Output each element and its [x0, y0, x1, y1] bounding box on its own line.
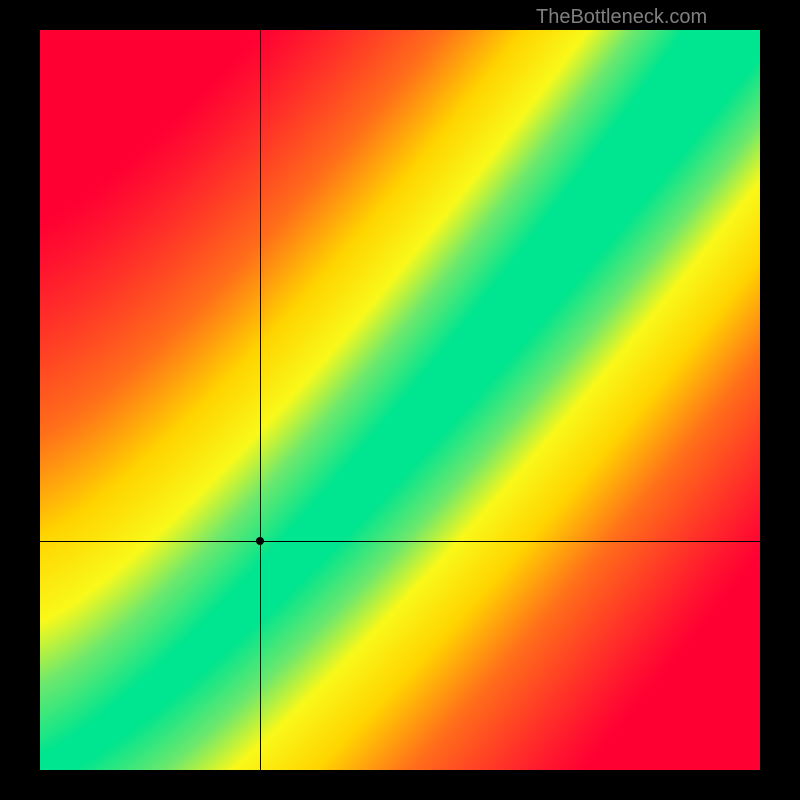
heatmap-canvas: [40, 30, 760, 770]
crosshair-vertical: [260, 30, 261, 770]
crosshair-horizontal: [40, 541, 760, 542]
bottleneck-heatmap: [40, 30, 760, 770]
watermark-text: TheBottleneck.com: [536, 6, 707, 29]
marker-dot: [256, 537, 264, 545]
